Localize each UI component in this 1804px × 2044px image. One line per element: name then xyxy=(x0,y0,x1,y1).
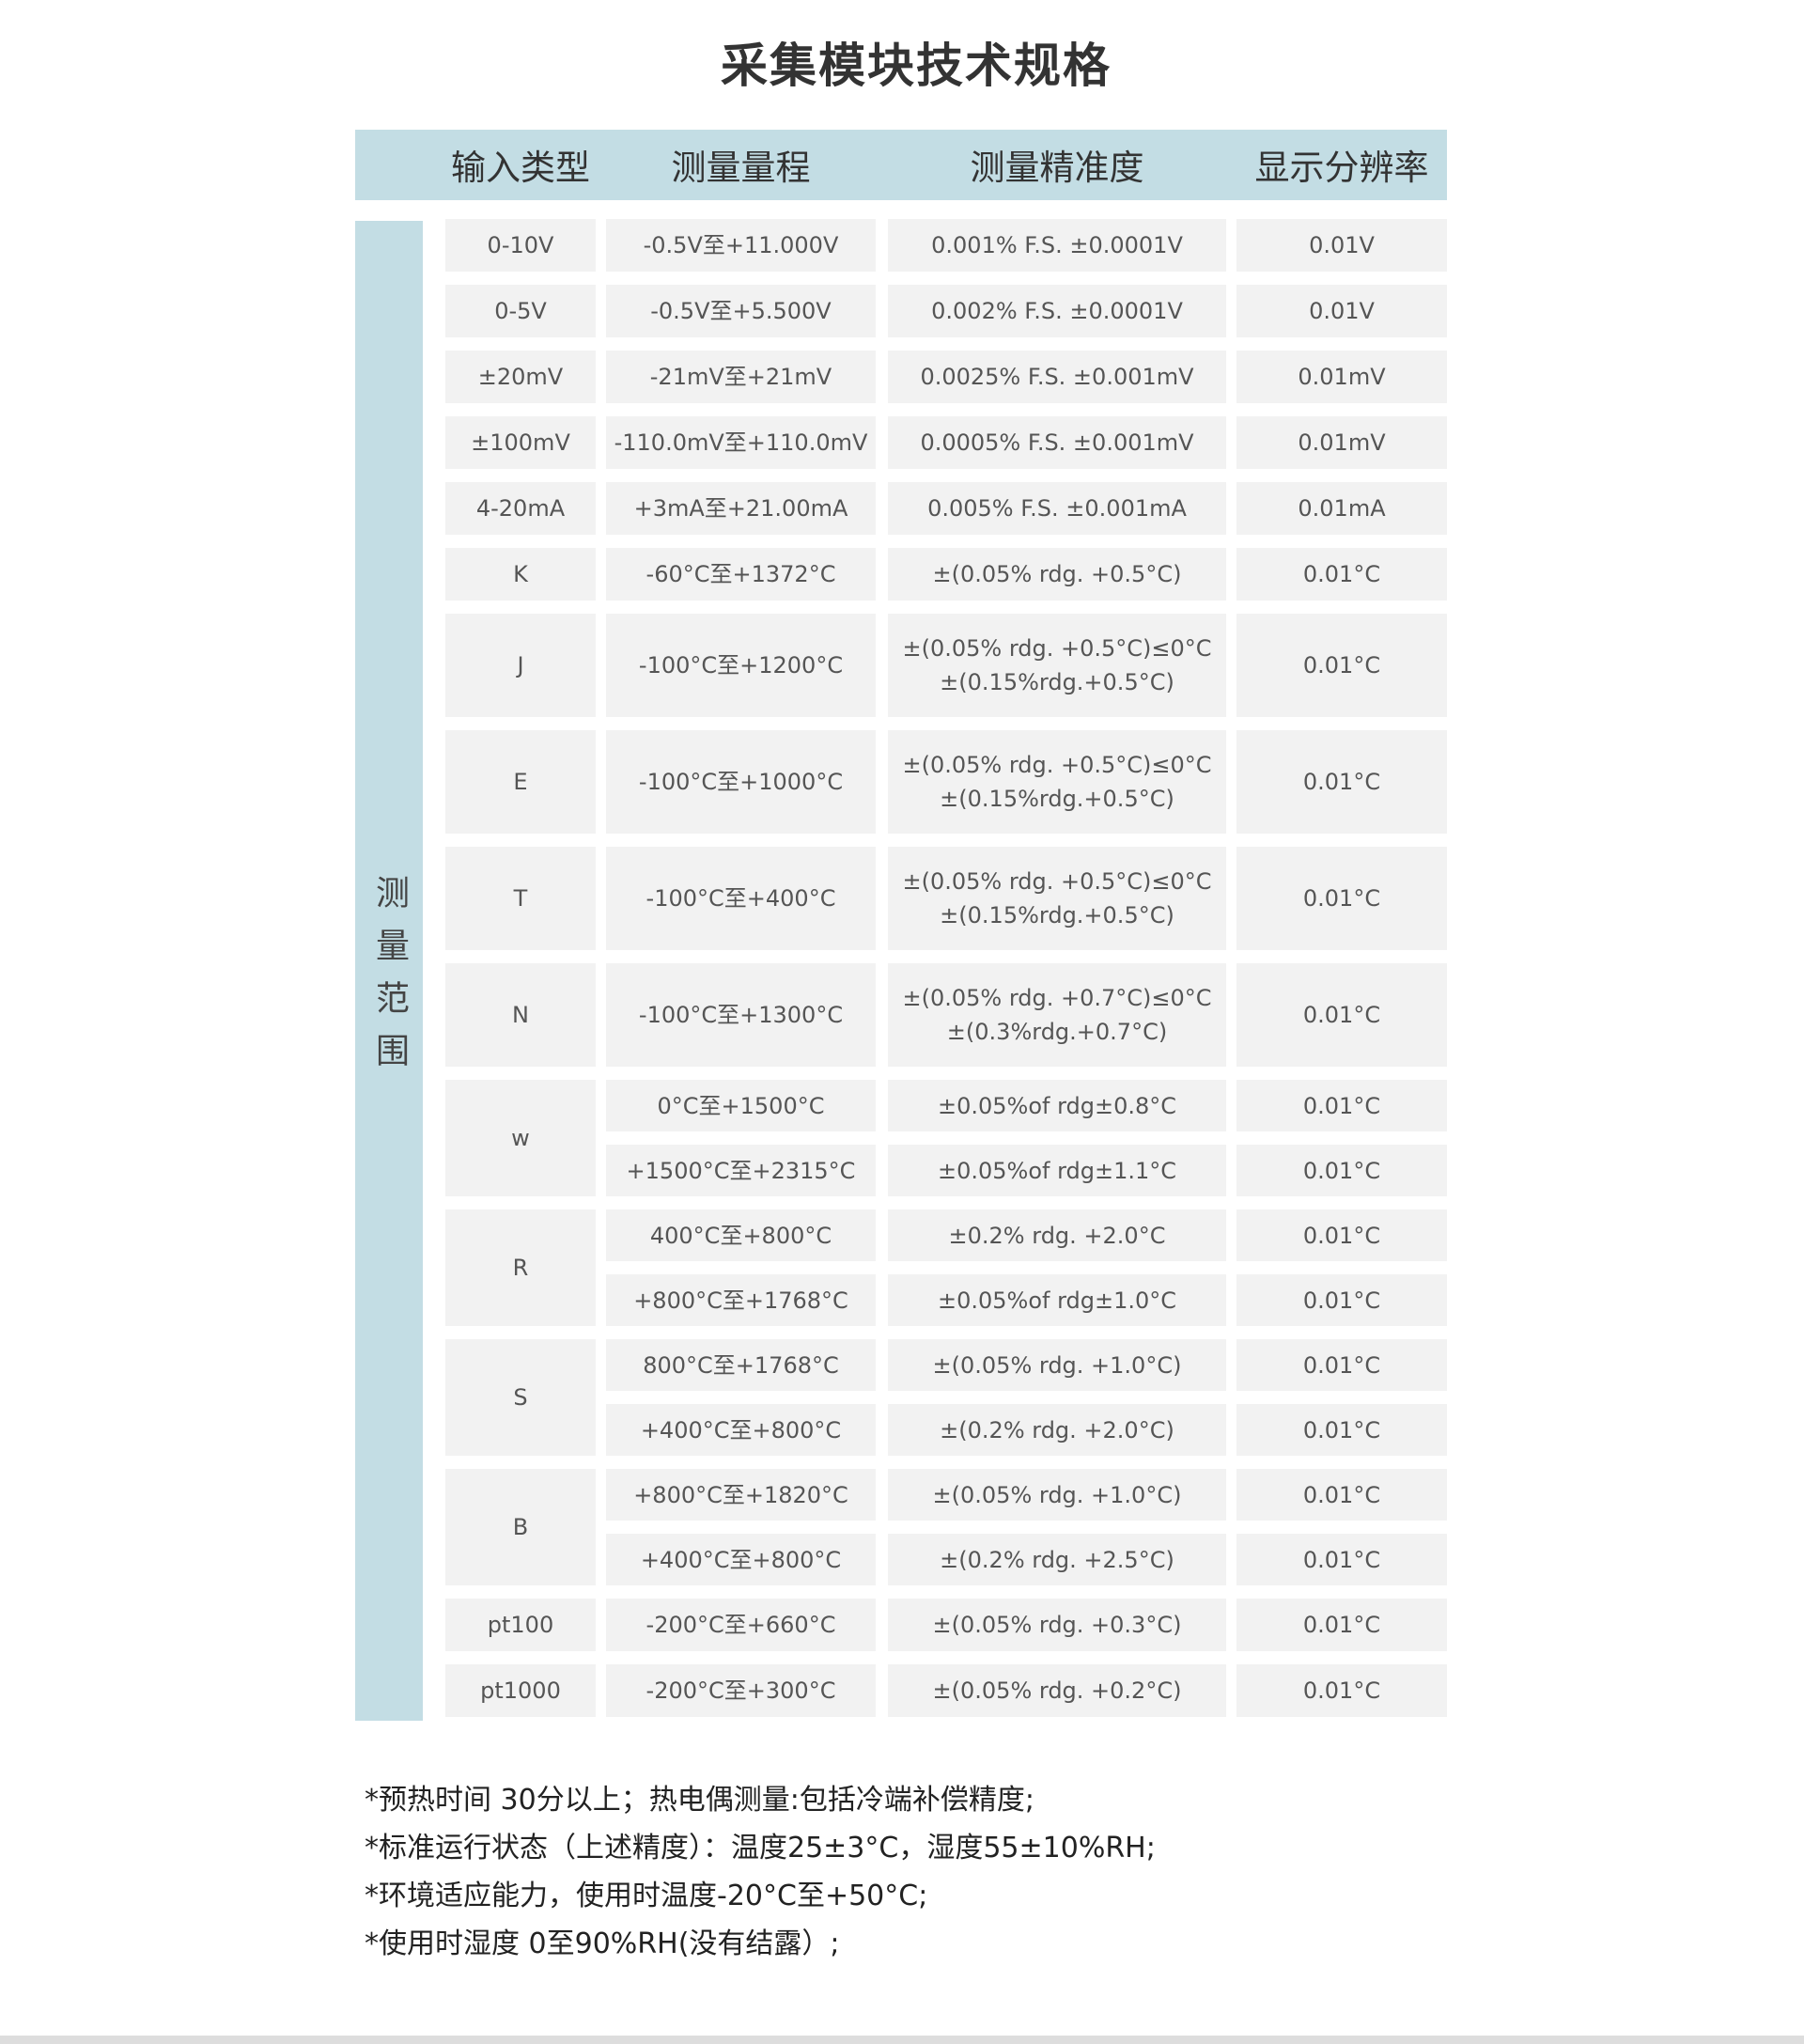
range-cell: +400°C至+800°C xyxy=(606,1404,876,1456)
accuracy-cell: ±(0.05% rdg. +1.0°C) xyxy=(888,1339,1226,1391)
accuracy-cell: ±0.05%of rdg±1.1°C xyxy=(888,1145,1226,1196)
accuracy-cell: 0.005% F.S. ±0.001mA xyxy=(888,482,1226,535)
input-type-cell: pt1000 xyxy=(445,1664,596,1717)
range-cell: -100°C至+400°C xyxy=(606,847,876,950)
footnote: *环境适应能力，使用时温度-20°C至+50°C; xyxy=(365,1880,928,1912)
accuracy-cell: 0.0005% F.S. ±0.001mV xyxy=(888,416,1226,469)
resolution-cell: 0.01°C xyxy=(1236,1534,1447,1585)
header-range: 测量量程 xyxy=(671,148,811,188)
accuracy-cell: 0.0025% F.S. ±0.001mV xyxy=(888,351,1226,403)
side-label: 测量范围 xyxy=(370,875,409,1085)
footnote: *预热时间 30分以上；热电偶测量:包括冷端补偿精度; xyxy=(365,1784,1034,1817)
accuracy-cell: ±(0.05% rdg. +0.2°C) xyxy=(888,1664,1226,1717)
accuracy-cell: ±0.05%of rdg±1.0°C xyxy=(888,1274,1226,1326)
resolution-cell: 0.01°C xyxy=(1236,1599,1447,1651)
input-type-cell: R xyxy=(445,1209,596,1326)
resolution-cell: 0.01°C xyxy=(1236,1404,1447,1456)
resolution-cell: 0.01V xyxy=(1236,219,1447,272)
header-input-type: 输入类型 xyxy=(451,148,590,188)
range-cell: +800°C至+1820°C xyxy=(606,1469,876,1521)
resolution-cell: 0.01°C xyxy=(1236,1145,1447,1196)
range-cell: -100°C至+1300°C xyxy=(606,963,876,1067)
range-cell: -0.5V至+5.500V xyxy=(606,285,876,337)
resolution-cell: 0.01°C xyxy=(1236,963,1447,1067)
input-type-cell: J xyxy=(445,614,596,717)
accuracy-cell: ±(0.2% rdg. +2.0°C) xyxy=(888,1404,1226,1456)
accuracy-cell: ±(0.05% rdg. +0.7°C)≤0°C ±(0.3%rdg.+0.7°… xyxy=(888,963,1226,1067)
resolution-cell: 0.01mA xyxy=(1236,482,1447,535)
range-cell: 800°C至+1768°C xyxy=(606,1339,876,1391)
resolution-cell: 0.01°C xyxy=(1236,1209,1447,1261)
footnote: *标准运行状态（上述精度）：温度25±3°C，湿度55±10%RH; xyxy=(365,1832,1156,1865)
header-accuracy: 测量精准度 xyxy=(970,148,1144,188)
footnote: *使用时湿度 0至90%RH(没有结露）; xyxy=(365,1927,840,1960)
range-cell: +1500°C至+2315°C xyxy=(606,1145,876,1196)
resolution-cell: 0.01°C xyxy=(1236,1664,1447,1717)
resolution-cell: 0.01°C xyxy=(1236,1469,1447,1521)
input-type-cell: T xyxy=(445,847,596,950)
accuracy-cell: ±(0.05% rdg. +0.3°C) xyxy=(888,1599,1226,1651)
input-type-cell: B xyxy=(445,1469,596,1585)
range-cell: -200°C至+300°C xyxy=(606,1664,876,1717)
accuracy-cell: ±(0.05% rdg. +0.5°C) xyxy=(888,548,1226,601)
range-cell: -21mV至+21mV xyxy=(606,351,876,403)
accuracy-cell: ±(0.05% rdg. +0.5°C)≤0°C ±(0.15%rdg.+0.5… xyxy=(888,614,1226,717)
accuracy-cell: ±(0.2% rdg. +2.5°C) xyxy=(888,1534,1226,1585)
accuracy-cell: ±(0.05% rdg. +1.0°C) xyxy=(888,1469,1226,1521)
range-cell: +3mA至+21.00mA xyxy=(606,482,876,535)
resolution-cell: 0.01°C xyxy=(1236,1080,1447,1131)
side-label-column: 测量范围 xyxy=(355,221,423,1721)
resolution-cell: 0.01°C xyxy=(1236,614,1447,717)
range-cell: -100°C至+1200°C xyxy=(606,614,876,717)
footnotes: *预热时间 30分以上；热电偶测量:包括冷端补偿精度; *标准运行状态（上述精度… xyxy=(365,1776,1156,1968)
input-type-cell: K xyxy=(445,548,596,601)
resolution-cell: 0.01mV xyxy=(1236,351,1447,403)
resolution-cell: 0.01°C xyxy=(1236,730,1447,834)
accuracy-cell: 0.002% F.S. ±0.0001V xyxy=(888,285,1226,337)
resolution-cell: 0.01V xyxy=(1236,285,1447,337)
range-cell: -100°C至+1000°C xyxy=(606,730,876,834)
resolution-cell: 0.01mV xyxy=(1236,416,1447,469)
accuracy-cell: ±(0.05% rdg. +0.5°C)≤0°C ±(0.15%rdg.+0.5… xyxy=(888,730,1226,834)
header-resolution: 显示分辨率 xyxy=(1254,148,1429,188)
page-title: 采集模块技术规格 xyxy=(721,39,1112,93)
input-type-cell: S xyxy=(445,1339,596,1456)
input-type-cell: E xyxy=(445,730,596,834)
table-header: 输入类型 测量量程 测量精准度 显示分辨率 xyxy=(355,130,1447,200)
range-cell: -200°C至+660°C xyxy=(606,1599,876,1651)
bottom-divider xyxy=(0,2036,1804,2044)
resolution-cell: 0.01°C xyxy=(1236,1274,1447,1326)
input-type-cell: N xyxy=(445,963,596,1067)
input-type-cell: 0-10V xyxy=(445,219,596,272)
range-cell: 400°C至+800°C xyxy=(606,1209,876,1261)
input-type-cell: 0-5V xyxy=(445,285,596,337)
resolution-cell: 0.01°C xyxy=(1236,1339,1447,1391)
input-type-cell: 4-20mA xyxy=(445,482,596,535)
input-type-cell: w xyxy=(445,1080,596,1196)
accuracy-cell: ±0.05%of rdg±0.8°C xyxy=(888,1080,1226,1131)
accuracy-cell: ±0.2% rdg. +2.0°C xyxy=(888,1209,1226,1261)
resolution-cell: 0.01°C xyxy=(1236,548,1447,601)
input-type-cell: pt100 xyxy=(445,1599,596,1651)
accuracy-cell: ±(0.05% rdg. +0.5°C)≤0°C ±(0.15%rdg.+0.5… xyxy=(888,847,1226,950)
accuracy-cell: 0.001% F.S. ±0.0001V xyxy=(888,219,1226,272)
range-cell: 0°C至+1500°C xyxy=(606,1080,876,1131)
range-cell: -60°C至+1372°C xyxy=(606,548,876,601)
input-type-cell: ±100mV xyxy=(445,416,596,469)
range-cell: -110.0mV至+110.0mV xyxy=(606,416,876,469)
range-cell: +400°C至+800°C xyxy=(606,1534,876,1585)
input-type-cell: ±20mV xyxy=(445,351,596,403)
range-cell: +800°C至+1768°C xyxy=(606,1274,876,1326)
resolution-cell: 0.01°C xyxy=(1236,847,1447,950)
range-cell: -0.5V至+11.000V xyxy=(606,219,876,272)
